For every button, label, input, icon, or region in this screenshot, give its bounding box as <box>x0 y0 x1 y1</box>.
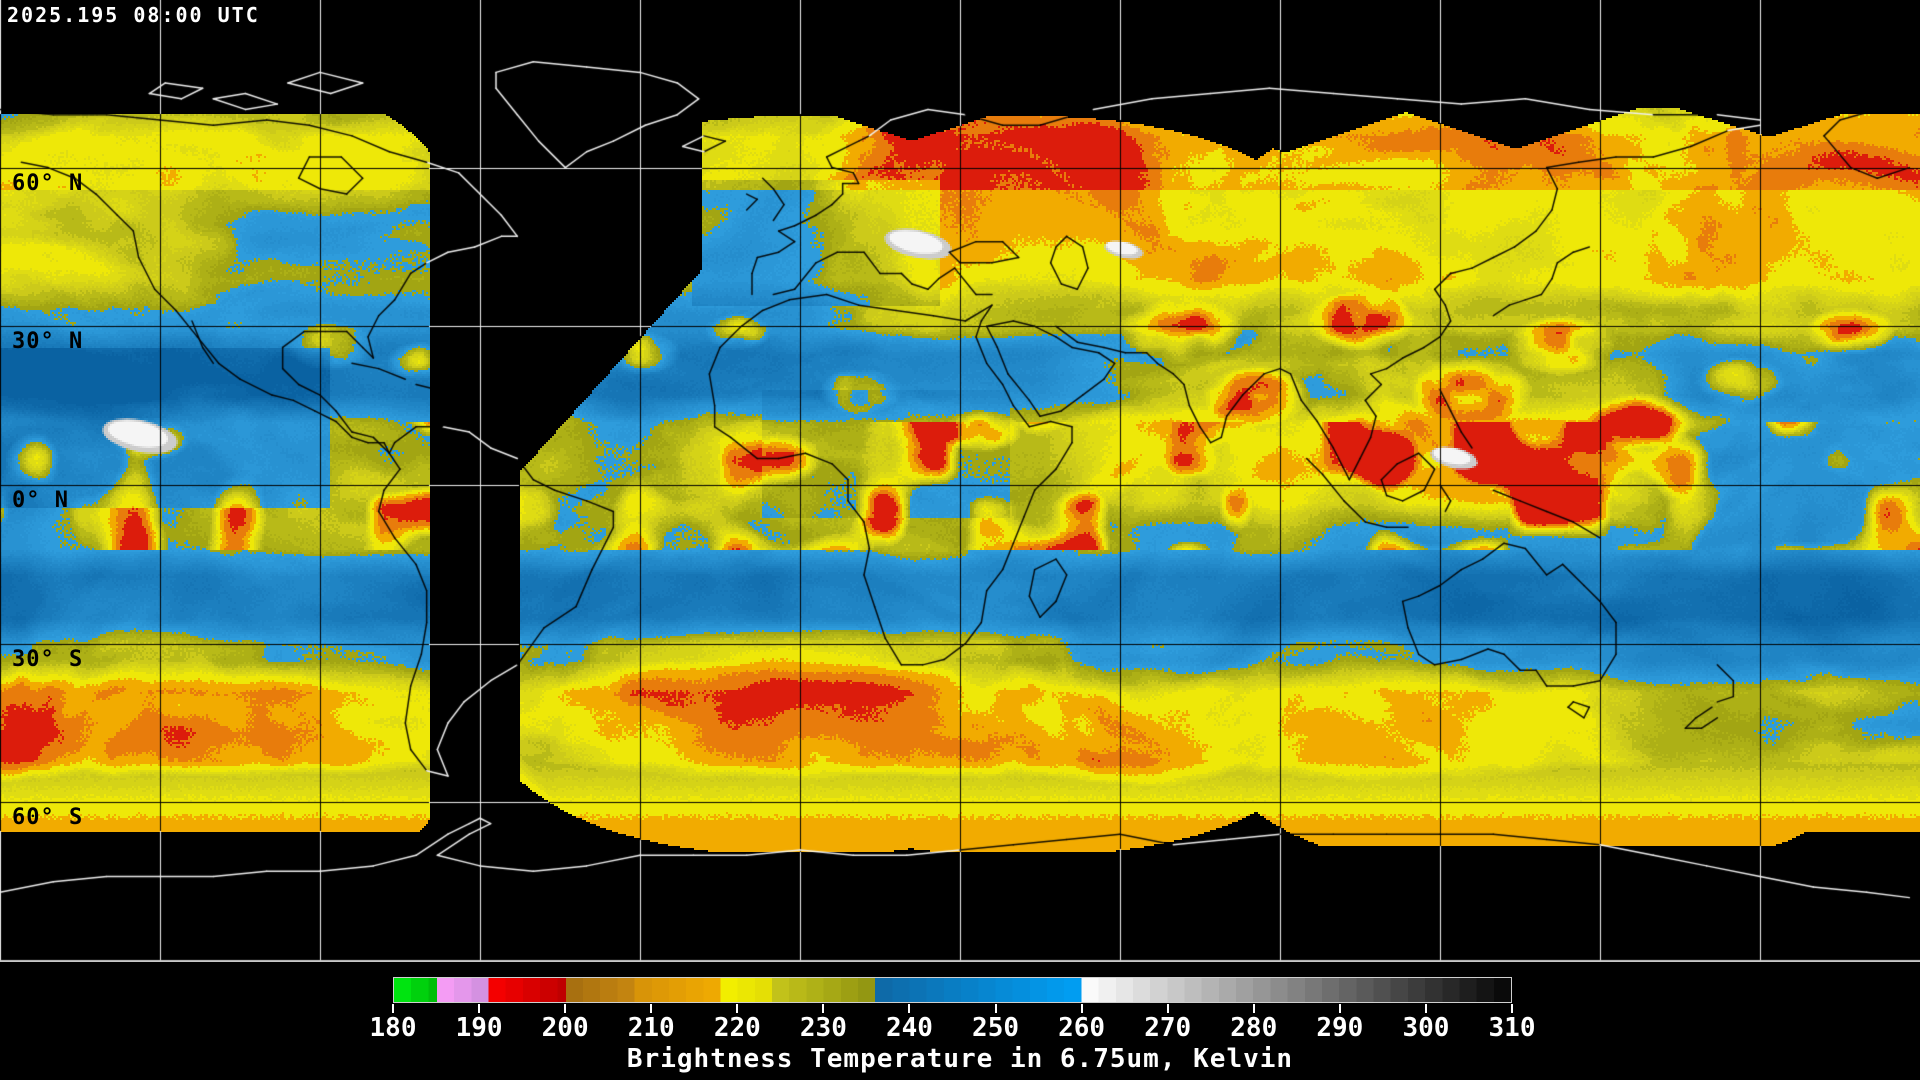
colorbar-tick <box>1511 1004 1513 1013</box>
colorbar-tick-label: 240 <box>885 1013 933 1043</box>
colorbar-tick <box>822 1004 825 1013</box>
grid-coastline-overlay-canvas <box>0 0 1920 962</box>
latitude-label: 30° S <box>12 647 84 672</box>
colorbar-tick-label: 300 <box>1402 1013 1450 1043</box>
colorbar-tick <box>1252 1004 1255 1013</box>
colorbar-tick-label: 270 <box>1144 1013 1192 1043</box>
colorbar-tick-label: 220 <box>713 1013 761 1043</box>
colorbar-tick-label: 280 <box>1230 1013 1278 1043</box>
colorbar-tick-label: 290 <box>1316 1013 1364 1043</box>
colorbar-tick-label: 180 <box>369 1013 417 1043</box>
colorbar-tick <box>908 1004 911 1013</box>
colorbar-tick <box>564 1004 567 1013</box>
latitude-label: 60° N <box>12 171 84 196</box>
latitude-label: 60° S <box>12 805 84 830</box>
colorbar-tick <box>478 1004 481 1013</box>
colorbar-tick <box>1424 1004 1427 1013</box>
colorbar-tick-label: 230 <box>799 1013 847 1043</box>
colorbar-tick-label: 260 <box>1058 1013 1106 1043</box>
latitude-label: 30° N <box>12 329 84 354</box>
colorbar-tick <box>1166 1004 1169 1013</box>
colorbar-tick-label: 200 <box>541 1013 589 1043</box>
colorbar-tick <box>392 1004 394 1013</box>
colorbar-tick-label: 190 <box>455 1013 503 1043</box>
colorbar-tick <box>736 1004 739 1013</box>
colorbar-tick <box>650 1004 653 1013</box>
colorbar-gradient <box>393 977 1512 1003</box>
colorbar-tick <box>994 1004 997 1013</box>
colorbar-title: Brightness Temperature in 6.75um, Kelvin <box>626 1044 1294 1074</box>
colorbar-tick-label: 310 <box>1488 1013 1536 1043</box>
timestamp-label: 2025.195 08:00 UTC <box>7 3 260 27</box>
colorbar-tick <box>1080 1004 1083 1013</box>
colorbar-tick-label: 250 <box>972 1013 1020 1043</box>
colorbar-tick <box>1338 1004 1341 1013</box>
colorbar-tick-label: 210 <box>627 1013 675 1043</box>
latitude-label: 0° N <box>12 488 69 513</box>
